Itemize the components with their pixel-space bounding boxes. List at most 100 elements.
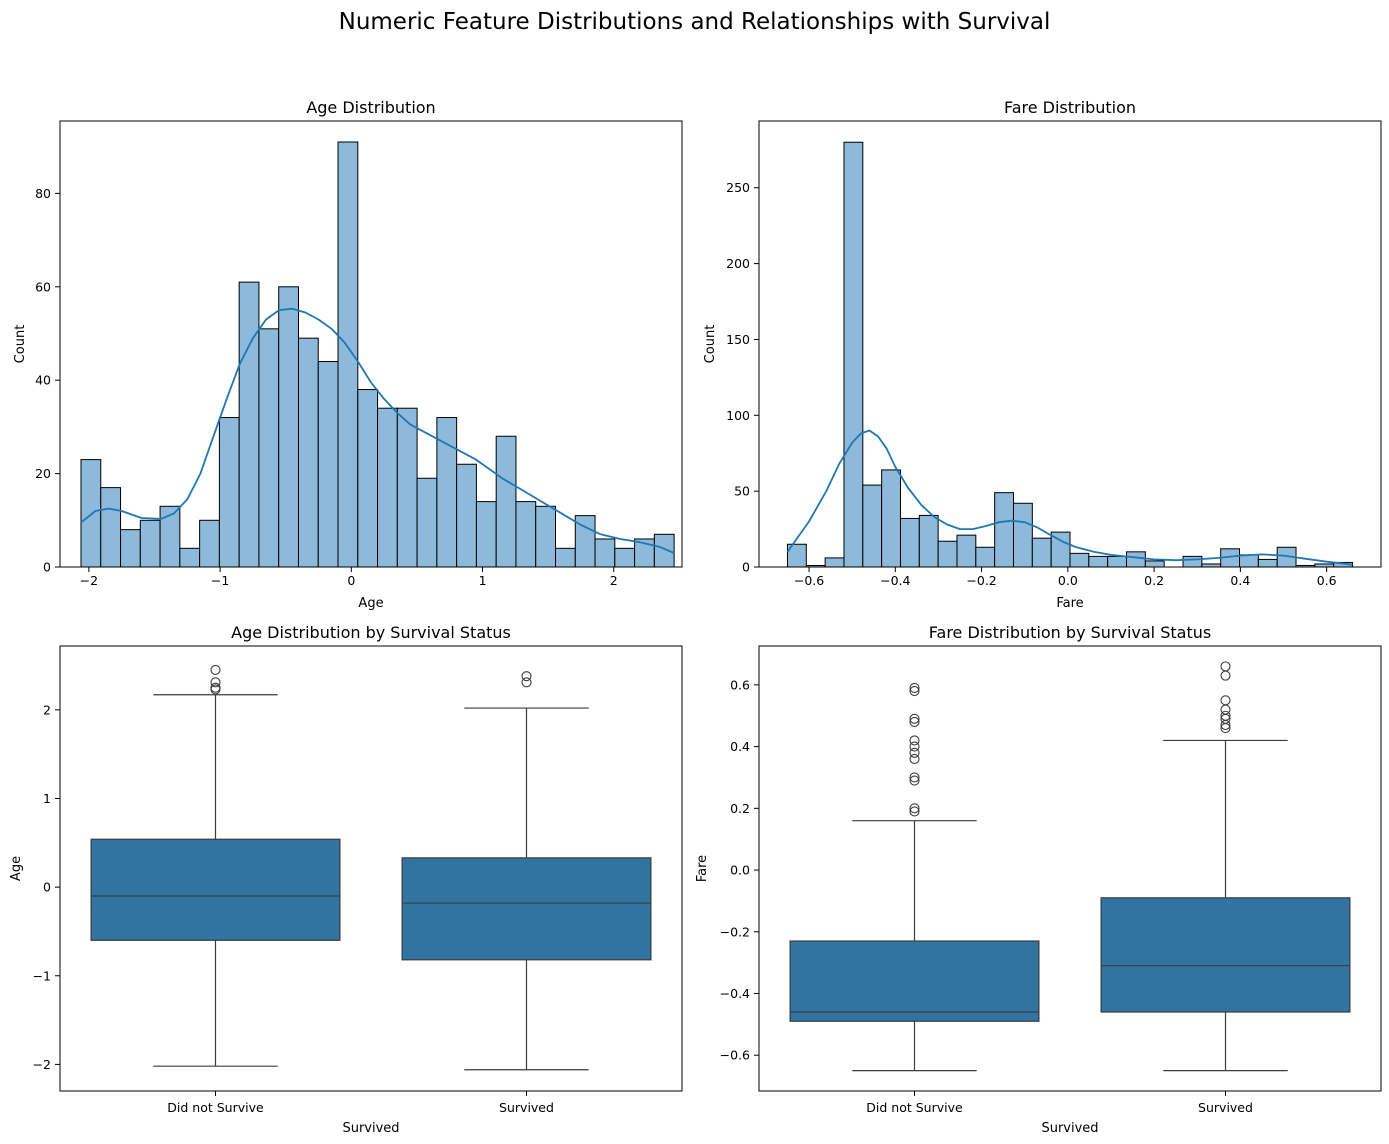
- histogram-bar: [1069, 552, 1090, 568]
- y-axis-label: Count: [13, 325, 28, 364]
- histogram-bar: [1182, 555, 1203, 568]
- x-tick-label: −1: [211, 573, 229, 588]
- outlier-point: [1220, 661, 1231, 672]
- histogram-bar: [456, 463, 477, 568]
- outlier-point: [521, 671, 532, 682]
- panel-title: Age Distribution: [306, 98, 435, 117]
- x-tick-label: 0: [347, 573, 355, 588]
- histogram-bar: [653, 533, 675, 568]
- plot-area-frame: [59, 645, 683, 1092]
- y-tick-label: 1: [43, 791, 51, 806]
- kde-curve: [80, 307, 675, 554]
- iqr-box: [401, 857, 652, 961]
- histogram-bar: [956, 534, 977, 568]
- histogram-bar: [416, 477, 438, 568]
- histogram-bar: [297, 337, 319, 568]
- histogram-bar: [975, 546, 996, 568]
- iqr-box: [789, 940, 1040, 1022]
- histogram-bar: [594, 538, 616, 568]
- histogram-bar: [515, 501, 537, 568]
- histogram-bar: [218, 417, 240, 568]
- histogram-bar: [139, 519, 161, 568]
- outlier-point: [521, 677, 532, 688]
- y-tick-label: 2: [43, 702, 51, 717]
- histogram-bar: [357, 389, 379, 568]
- panel-title: Fare Distribution: [1004, 98, 1136, 117]
- outlier-point: [909, 806, 920, 817]
- histogram-bar: [238, 281, 260, 568]
- y-tick-label: 150: [726, 332, 750, 347]
- kde-curve: [786, 429, 1353, 566]
- histogram-bar: [1031, 537, 1052, 568]
- y-tick-label: 0.6: [730, 677, 750, 692]
- histogram-bar: [824, 557, 845, 568]
- x-tick-label: 2: [610, 573, 618, 588]
- x-tick-label: Survived: [499, 1100, 554, 1115]
- y-tick-label: 40: [35, 373, 51, 388]
- plot-area-frame: [758, 645, 1382, 1092]
- histogram-bar: [899, 517, 920, 568]
- y-tick-label: 250: [726, 180, 750, 195]
- histogram-bar: [1088, 555, 1109, 568]
- histogram-bar: [937, 540, 958, 568]
- fare-boxplot-panel: Did not Survive Survived −0.6 −0.4 −0.2 0.0 0.…: [695, 623, 1382, 1136]
- y-tick-label: 0: [742, 560, 750, 575]
- iqr-box: [90, 838, 341, 941]
- outlier-point: [909, 747, 920, 758]
- y-tick-label: −0.4: [720, 986, 750, 1001]
- x-tick-label: 0.4: [1230, 573, 1250, 588]
- histogram-bar: [1012, 502, 1033, 568]
- panel-title: Fare Distribution by Survival Status: [929, 623, 1211, 642]
- x-tick-label: Did not Survive: [167, 1100, 264, 1115]
- y-tick-label: 60: [35, 279, 51, 294]
- x-tick-label: 1: [479, 573, 487, 588]
- y-tick-label: 0: [43, 880, 51, 895]
- y-tick-label: 20: [35, 466, 51, 481]
- box-did-not-survive: [90, 664, 341, 1067]
- age-boxplot-panel: Did not Survive Survived −2 −1 0 1 2 Age Distri…: [9, 623, 683, 1136]
- histogram-bar: [918, 514, 939, 568]
- x-axis-label: Survived: [342, 1121, 399, 1136]
- outlier-point: [210, 664, 221, 675]
- histogram-bar: [1144, 560, 1165, 568]
- histogram-bar: [1126, 551, 1146, 568]
- histogram-bar: [1239, 554, 1259, 568]
- histogram-bar: [278, 286, 299, 568]
- histogram-bar: [317, 361, 339, 568]
- y-tick-label: −1: [33, 968, 51, 983]
- histogram-bar: [337, 141, 359, 568]
- outlier-point: [210, 682, 221, 693]
- iqr-box: [1100, 897, 1351, 1013]
- y-tick-label: −2: [33, 1057, 51, 1072]
- y-axis-label: Count: [703, 325, 718, 364]
- x-tick-label: Survived: [1198, 1100, 1253, 1115]
- y-tick-label: 0.2: [730, 801, 750, 816]
- panel-title: Age Distribution by Survival Status: [231, 623, 511, 642]
- y-axis-label: Fare: [695, 855, 710, 882]
- x-tick-label: 0.2: [1144, 573, 1164, 588]
- y-tick-label: 200: [726, 256, 750, 271]
- plot-area-frame: [59, 120, 683, 568]
- y-tick-label: 0: [43, 560, 51, 575]
- outlier-point: [909, 772, 920, 783]
- x-tick-label: −0.4: [880, 573, 910, 588]
- y-tick-label: 80: [35, 186, 51, 201]
- plot-area-frame: [758, 120, 1382, 568]
- outlier-point: [909, 775, 920, 786]
- outlier-point: [909, 686, 920, 697]
- figure-title: Numeric Feature Distributions and Relati…: [339, 9, 1051, 35]
- histogram-bar: [843, 141, 864, 568]
- histogram-bar: [100, 487, 122, 568]
- histogram-bar: [377, 407, 398, 568]
- box-survived: [401, 671, 652, 1071]
- x-tick-label: 0.0: [1058, 573, 1078, 588]
- histogram-bar: [535, 505, 557, 568]
- outlier-point: [1220, 710, 1231, 721]
- histogram-bar: [1257, 558, 1278, 568]
- y-axis-label: Age: [9, 856, 24, 881]
- histogram-bar: [862, 484, 883, 568]
- histogram-bar: [199, 519, 220, 568]
- histogram-bar: [1107, 555, 1128, 568]
